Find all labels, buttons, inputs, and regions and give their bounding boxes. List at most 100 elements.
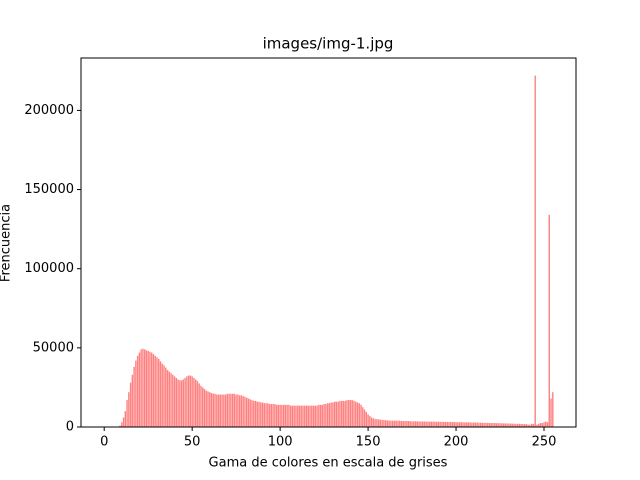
bar xyxy=(428,421,431,427)
y-tick-label: 150000 xyxy=(24,182,74,197)
bar xyxy=(319,404,322,427)
bar xyxy=(187,375,190,427)
bar xyxy=(131,374,134,427)
bar xyxy=(159,361,162,427)
bar xyxy=(143,349,146,427)
bar xyxy=(464,422,466,427)
bar xyxy=(312,405,315,427)
bar xyxy=(235,394,237,427)
bar xyxy=(411,421,413,427)
bar xyxy=(288,404,290,427)
bar xyxy=(245,397,248,427)
bar xyxy=(147,351,149,427)
bar xyxy=(337,401,339,427)
bar xyxy=(516,423,519,427)
bar xyxy=(284,404,287,427)
bar xyxy=(467,422,470,427)
bar xyxy=(450,421,452,427)
bar xyxy=(509,423,512,427)
x-axis-label: Gama de colores en escala de grises xyxy=(209,456,448,471)
bar xyxy=(165,367,167,427)
bar xyxy=(240,395,243,427)
bar xyxy=(179,380,181,427)
x-tick-label: 50 xyxy=(184,435,201,450)
bar xyxy=(541,423,543,427)
bar xyxy=(170,373,172,427)
bar xyxy=(298,405,301,427)
bar xyxy=(353,400,355,427)
bar xyxy=(478,422,480,427)
bar xyxy=(221,394,223,427)
bar xyxy=(383,420,385,427)
bar xyxy=(158,358,160,427)
bar xyxy=(381,419,383,427)
bar xyxy=(501,423,503,427)
bar xyxy=(184,377,186,427)
bar xyxy=(506,423,508,427)
x-tick-label: 250 xyxy=(532,435,557,450)
bar xyxy=(483,422,485,427)
bar xyxy=(180,380,183,427)
bar xyxy=(377,419,380,427)
bar xyxy=(203,389,206,427)
bar xyxy=(474,422,477,427)
bar xyxy=(532,423,535,427)
bar xyxy=(230,393,232,427)
bar xyxy=(194,379,197,427)
bar xyxy=(209,392,211,427)
bar xyxy=(499,423,501,427)
bar xyxy=(126,400,128,427)
bar xyxy=(414,421,417,427)
bar xyxy=(550,398,552,427)
bar xyxy=(539,423,542,427)
bar xyxy=(534,75,536,428)
x-tick-label: 150 xyxy=(356,435,381,450)
bar xyxy=(268,404,271,427)
bar xyxy=(399,420,401,427)
bar xyxy=(128,392,130,427)
y-tick-label: 200000 xyxy=(24,103,74,118)
bar xyxy=(413,421,415,427)
bar xyxy=(261,402,264,427)
bar xyxy=(520,423,522,427)
bar xyxy=(471,422,473,427)
bar xyxy=(226,393,229,427)
bar xyxy=(362,407,364,427)
bar xyxy=(518,423,521,427)
bar xyxy=(376,419,378,427)
bar xyxy=(219,394,222,427)
bar xyxy=(458,422,461,427)
bar xyxy=(210,392,213,427)
bar xyxy=(267,403,269,427)
bar xyxy=(344,400,346,427)
y-tick-label: 0 xyxy=(66,420,74,435)
bar xyxy=(358,403,360,427)
bar xyxy=(323,404,325,427)
bar xyxy=(149,351,151,427)
bar xyxy=(332,402,334,427)
bar xyxy=(479,422,482,427)
bar xyxy=(360,404,362,427)
bar xyxy=(279,404,281,427)
bar xyxy=(297,405,299,427)
bar xyxy=(265,403,267,427)
bar xyxy=(465,422,468,427)
bar xyxy=(152,354,155,427)
bar xyxy=(302,405,304,427)
y-axis-label: Frencuencia xyxy=(0,204,14,282)
bar xyxy=(124,411,127,427)
bar xyxy=(370,417,373,427)
bar xyxy=(379,419,382,427)
bar xyxy=(335,401,338,427)
bar xyxy=(277,404,280,427)
bar xyxy=(497,423,499,427)
bar xyxy=(224,394,227,427)
bar xyxy=(397,420,399,427)
bar xyxy=(175,377,178,427)
bar xyxy=(177,379,179,427)
bar xyxy=(393,420,396,427)
y-tick-label: 50000 xyxy=(33,340,74,355)
bar xyxy=(304,405,306,427)
